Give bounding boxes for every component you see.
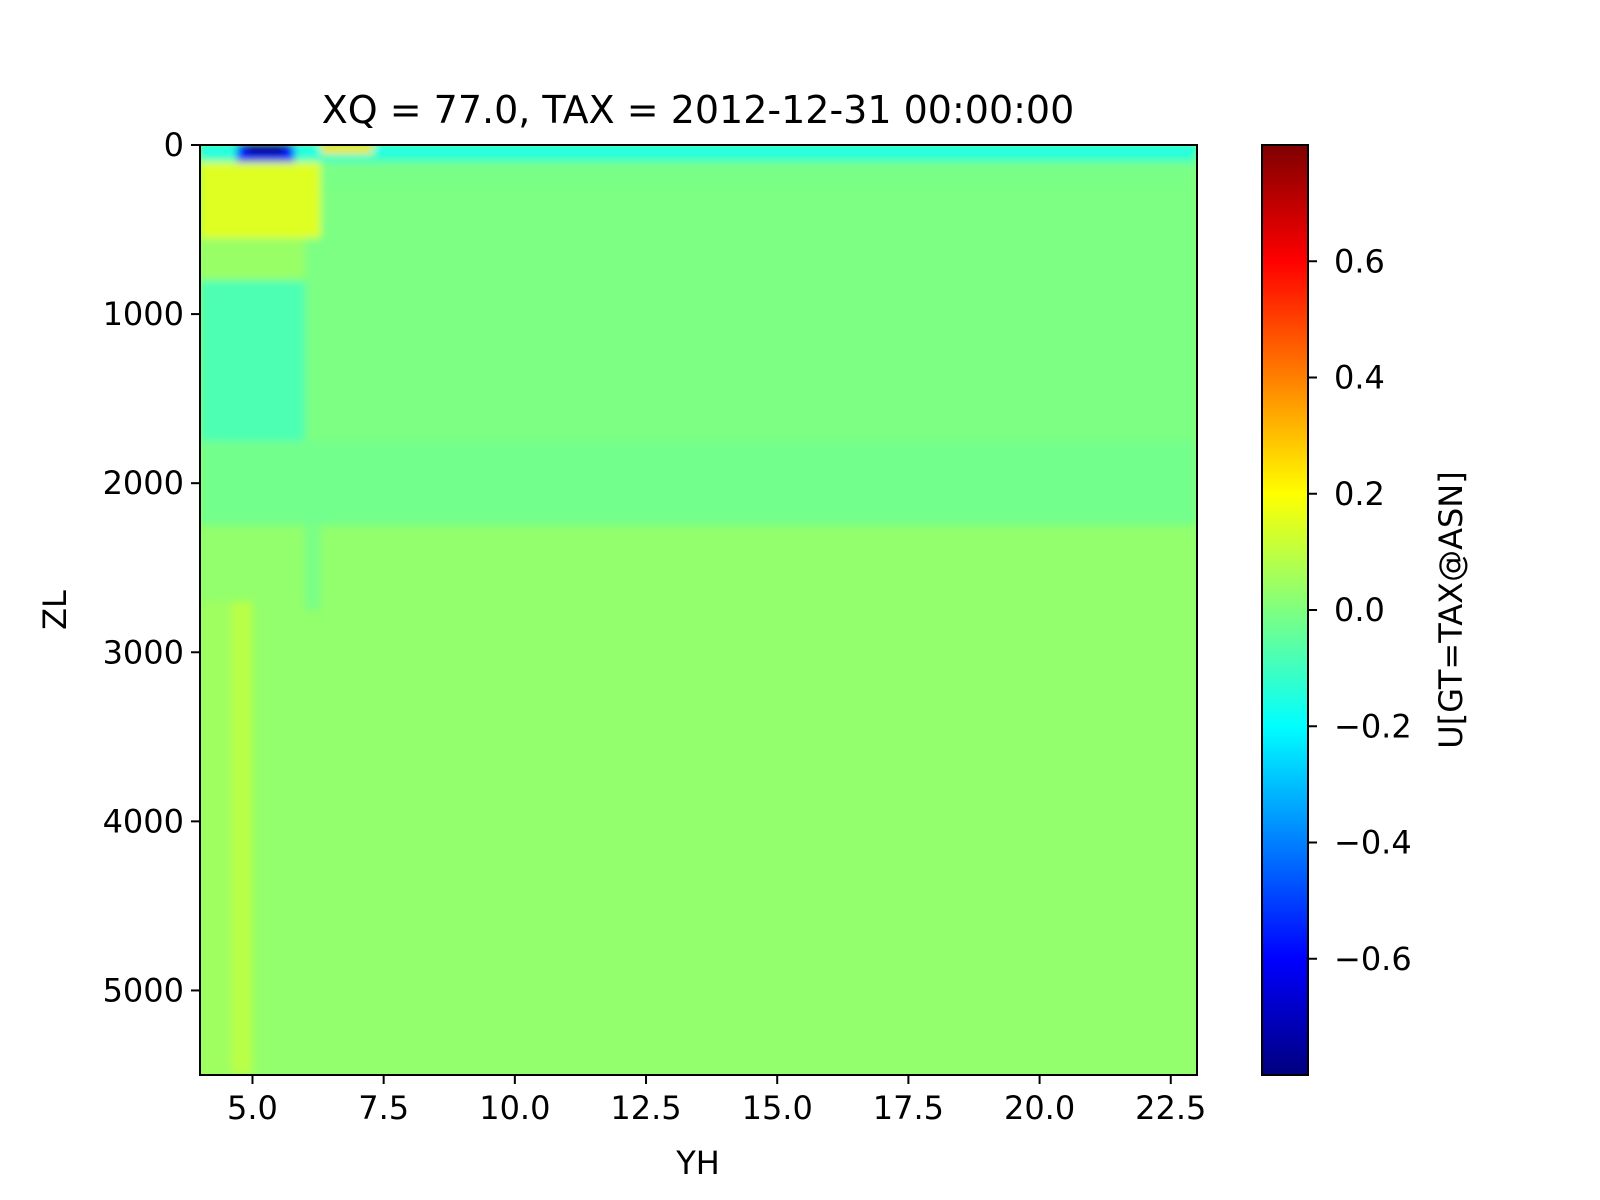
x-axis-ticks: 5.0 7.5 10.0 12.5 15.0 17.5 20.0 22.5	[227, 1075, 1206, 1127]
chart-title: XQ = 77.0, TAX = 2012-12-31 00:00:00	[322, 88, 1075, 132]
plot-frame	[199, 144, 1198, 1076]
heatmap-region-13	[320, 145, 374, 154]
x-tick-label-4: 15.0	[742, 1089, 813, 1127]
heatmap-region-6	[200, 238, 305, 281]
colorbar-tick-label-0: 0.6	[1334, 242, 1385, 280]
heatmap-region-10	[200, 601, 232, 1075]
heatmap-region-1	[200, 151, 1197, 162]
y-tick-label-5: 5000	[103, 971, 184, 1009]
heatmap-region-3	[200, 187, 1197, 441]
y-tick-label-0: 0	[164, 126, 184, 164]
x-tick-label-6: 20.0	[1004, 1089, 1075, 1127]
x-tick-label-5: 17.5	[873, 1089, 944, 1127]
heatmap-cells	[200, 145, 1197, 1075]
heatmap-region-4	[200, 440, 1197, 526]
x-axis-label: YH	[675, 1144, 720, 1182]
colorbar-tick-label-1: 0.4	[1334, 359, 1385, 397]
heatmap-region-9	[231, 601, 253, 1075]
colorbar-tick-label-6: −0.6	[1334, 940, 1412, 978]
heatmap-region-2	[200, 161, 1197, 188]
heatmap-region-8	[304, 525, 321, 610]
colorbar-ticks: 0.6 0.4 0.2 0.0 −0.2 −0.4 −0.6	[1308, 242, 1412, 978]
x-tick-label-1: 7.5	[358, 1089, 409, 1127]
y-tick-label-4: 4000	[103, 802, 184, 840]
colorbar-label: U[GT=TAX@ASN]	[1432, 471, 1470, 748]
heatmap-region-5	[200, 161, 321, 238]
heatmap-region-12	[247, 145, 284, 156]
colorbar-tick-label-2: 0.2	[1334, 475, 1385, 513]
colorbar-tick-label-4: −0.2	[1334, 707, 1412, 745]
colorbar	[1261, 144, 1309, 1076]
heatmap-area	[200, 145, 1197, 1075]
y-tick-label-3: 3000	[103, 633, 184, 671]
y-tick-label-1: 1000	[103, 295, 184, 333]
x-tick-label-7: 22.5	[1135, 1089, 1206, 1127]
y-axis-label: ZL	[36, 590, 74, 630]
y-axis-ticks: 0 1000 2000 3000 4000 5000	[103, 126, 200, 1009]
x-tick-label-3: 12.5	[610, 1089, 681, 1127]
colorbar-tick-label-3: 0.0	[1334, 591, 1385, 629]
colorbar-tick-label-5: −0.4	[1334, 824, 1412, 862]
x-tick-label-2: 10.0	[479, 1089, 550, 1127]
heatmap-region-0	[200, 145, 1197, 152]
heatmap-region-7	[200, 280, 305, 441]
x-tick-label-0: 5.0	[227, 1089, 278, 1127]
y-tick-label-2: 2000	[103, 464, 184, 502]
